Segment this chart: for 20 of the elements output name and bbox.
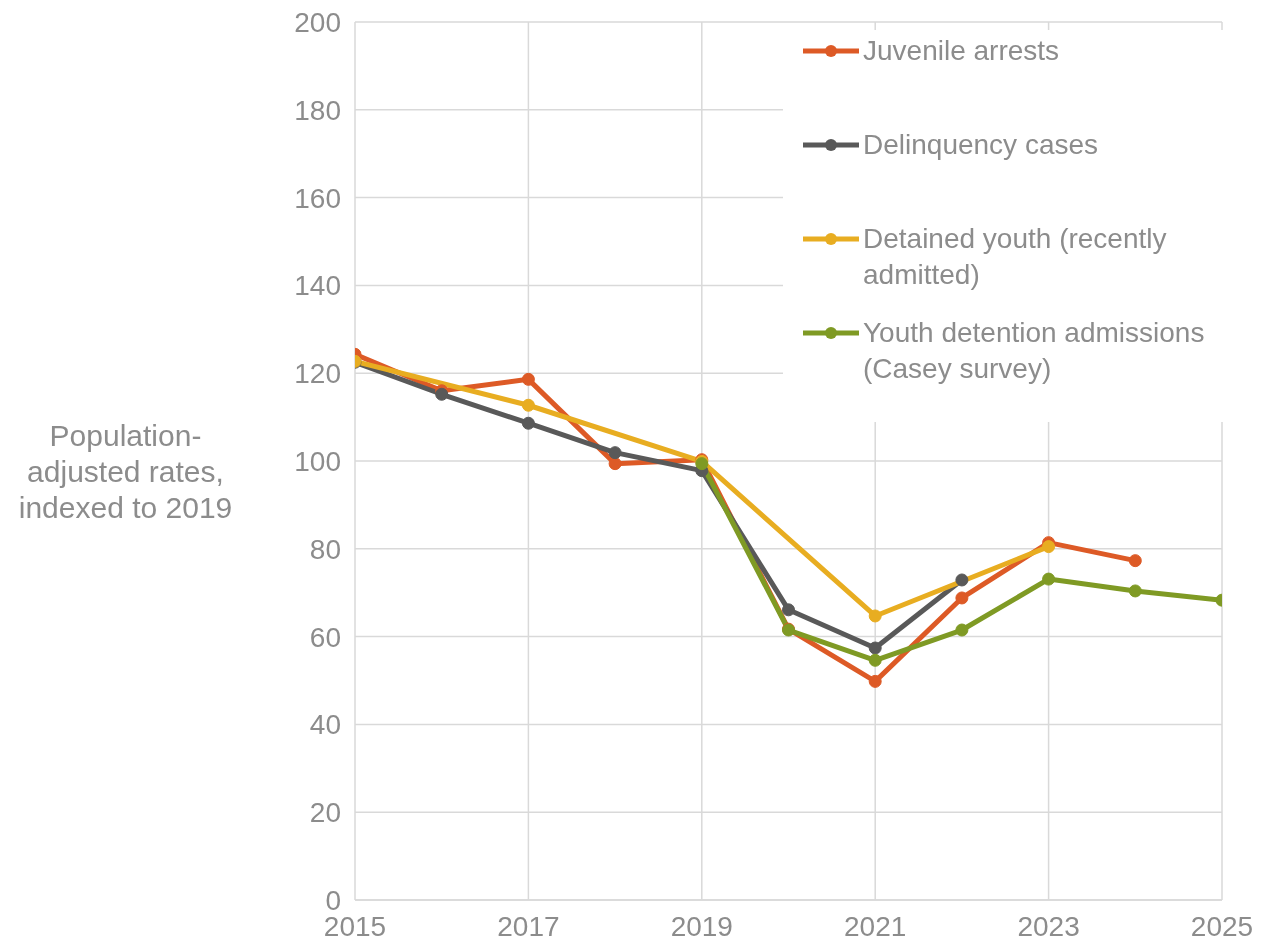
x-tick-label: 2019 (670, 910, 733, 942)
y-tick-label: 180 (294, 94, 341, 126)
x-tick-label: 2025 (1190, 910, 1254, 942)
legend-label: Youth detention admissions (Casey survey) (863, 316, 1206, 386)
y-tick-label: 100 (294, 445, 341, 477)
x-tick-label: 2023 (1017, 910, 1080, 942)
y-tick-label: 60 (309, 621, 341, 653)
y-tick-label: 160 (294, 182, 341, 214)
y-tick-label: 40 (309, 709, 341, 741)
y-tick-label: 120 (294, 358, 341, 390)
x-tick-label: 2017 (497, 910, 560, 942)
x-tick-label: 2021 (844, 910, 907, 942)
y-tick-label: 20 (309, 797, 341, 829)
y-tick-label: 140 (294, 270, 341, 302)
y-tick-label: 80 (309, 533, 341, 565)
legend-label: Detained youth (recently admitted) (863, 222, 1168, 292)
y-tick-label: 200 (294, 6, 341, 38)
y-axis-title: Population-adjusted rates, indexed to 2019 (17, 418, 234, 526)
legend-label: Juvenile arrests (863, 34, 1060, 68)
legend-label: Delinquency cases (863, 128, 1099, 162)
